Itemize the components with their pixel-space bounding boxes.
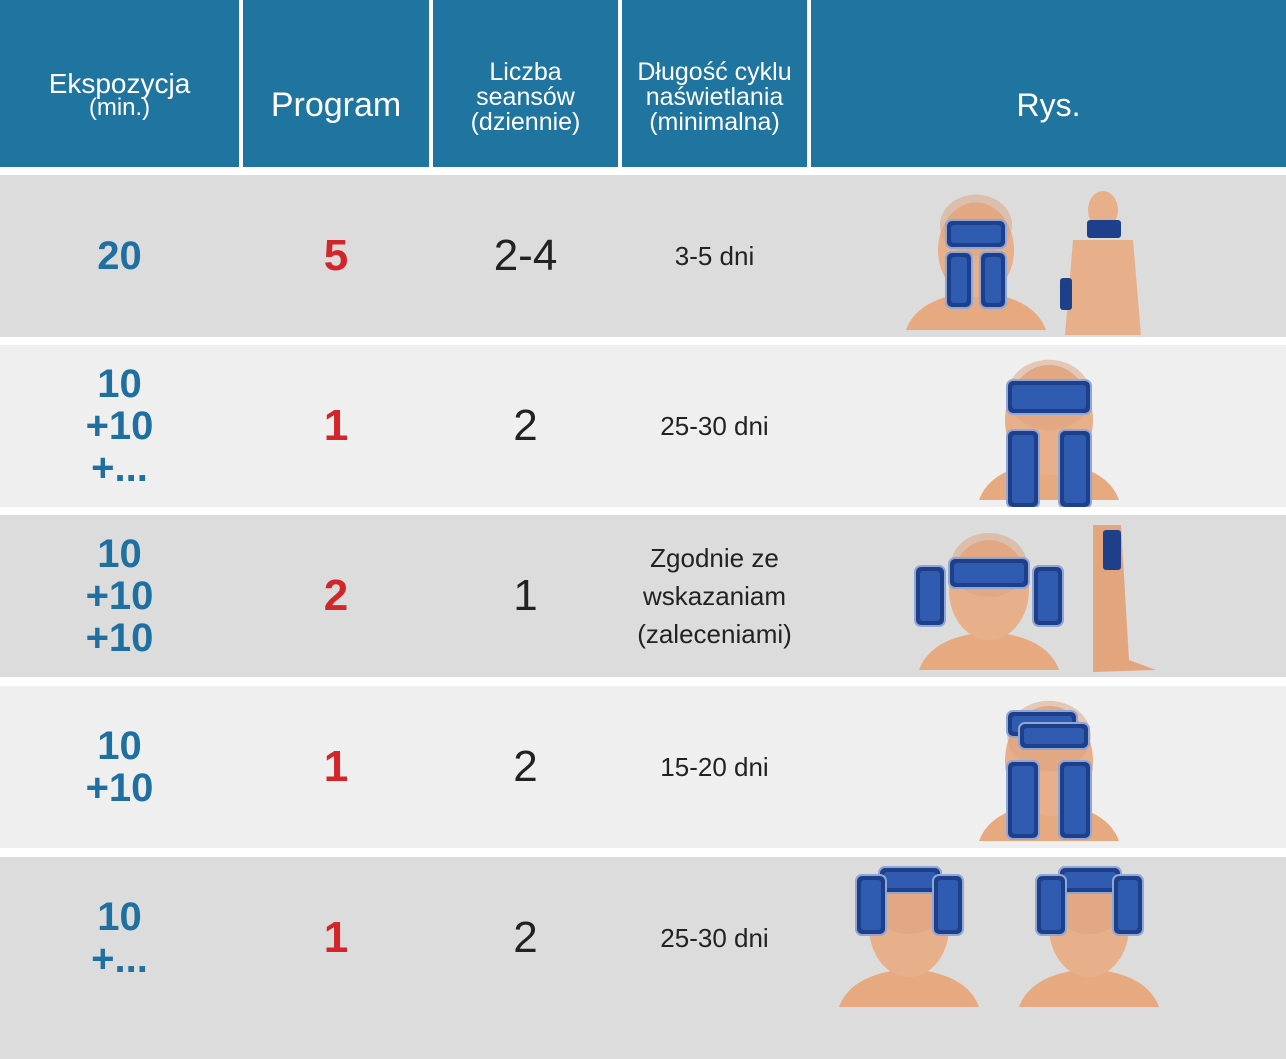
sessions-cell: 1 <box>433 515 618 677</box>
exposure-text: +... <box>91 446 148 490</box>
sessions-text: 2 <box>513 913 538 962</box>
figure-illustration <box>906 191 1141 335</box>
exposure-text: 10 <box>97 362 142 406</box>
figure-illustration <box>839 866 1159 1007</box>
figure-cell <box>811 857 1286 1059</box>
header-cell: Liczba seansów (dziennie) <box>433 0 618 167</box>
figure-illustration <box>979 700 1119 841</box>
header-text: Liczba <box>489 58 562 86</box>
exposure-text: +10 <box>85 574 154 618</box>
cycle-text: Zgodnie ze <box>650 543 779 573</box>
figure-cell <box>811 686 1286 848</box>
header-cell: Program <box>243 0 429 167</box>
exposure-text: 20 <box>97 234 142 278</box>
cycle-cell: 25-30 dni <box>622 857 807 1059</box>
exposure-cell: 10 +... <box>0 857 239 1059</box>
header-text: naświetlania <box>645 83 784 111</box>
sessions-cell: 2 <box>433 686 618 848</box>
figure-illustration <box>914 525 1156 672</box>
cycle-cell: Zgodnie ze wskazaniam (zaleceniami) <box>622 515 807 677</box>
program-text: 1 <box>323 742 349 791</box>
sessions-text: 2 <box>513 401 538 450</box>
cycle-text: (zaleceniami) <box>637 619 792 649</box>
exposure-text: +10 <box>85 766 154 810</box>
program-cell: 1 <box>243 686 429 848</box>
exposure-cell: 10 +10 <box>0 686 239 848</box>
sessions-text: 2-4 <box>493 231 558 280</box>
header-text: Długość cyklu <box>637 58 792 86</box>
figure-illustration <box>979 359 1119 507</box>
exposure-text: 10 <box>97 895 142 939</box>
exposure-cell: 10 +10 +10 <box>0 515 239 677</box>
cycle-text: 15-20 dni <box>660 752 769 782</box>
exposure-text: +10 <box>85 404 154 448</box>
sessions-cell: 2 <box>433 857 618 1059</box>
cycle-text: 25-30 dni <box>660 411 769 441</box>
header-text: Rys. <box>1016 87 1081 123</box>
figure-cell <box>811 345 1286 507</box>
header-text: Program <box>270 86 402 124</box>
sessions-text: 2 <box>513 742 538 791</box>
program-text: 1 <box>323 913 349 962</box>
header-cell: Rys. <box>811 0 1286 167</box>
exposure-text: 10 <box>97 724 142 768</box>
header-text: Ekspozycja <box>48 67 191 99</box>
program-cell: 2 <box>243 515 429 677</box>
exposure-cell: 20 <box>0 175 239 337</box>
cycle-text: 3-5 dni <box>674 241 755 271</box>
program-text: 2 <box>323 571 349 620</box>
program-text: 1 <box>323 401 349 450</box>
exposure-text: +10 <box>85 616 154 660</box>
program-cell: 1 <box>243 857 429 1059</box>
sessions-text: 1 <box>513 571 538 620</box>
header-cell: Ekspozycja (min.) <box>0 0 239 167</box>
exposure-text: +... <box>91 937 148 981</box>
cycle-text: 25-30 dni <box>660 923 769 953</box>
cycle-cell: 3-5 dni <box>622 175 807 337</box>
cycle-text: wskazaniam <box>642 581 787 611</box>
exposure-cell: 10 +10 +... <box>0 345 239 507</box>
row-background <box>0 515 1286 677</box>
header-text: (min.) <box>88 93 151 121</box>
header-text: seansów <box>476 83 575 111</box>
header-text: (minimalna) <box>649 108 780 136</box>
cycle-cell: 15-20 dni <box>622 686 807 848</box>
header-cell: Długość cyklu naświetlania (minimalna) <box>622 0 807 167</box>
program-cell: 1 <box>243 345 429 507</box>
header-text: (dziennie) <box>470 108 581 136</box>
cycle-cell: 25-30 dni <box>622 345 807 507</box>
sessions-cell: 2 <box>433 345 618 507</box>
sessions-cell: 2-4 <box>433 175 618 337</box>
exposure-text: 10 <box>97 532 142 576</box>
program-text: 5 <box>323 231 349 280</box>
program-cell: 5 <box>243 175 429 337</box>
figure-cell <box>811 175 1286 337</box>
figure-cell <box>811 515 1286 677</box>
